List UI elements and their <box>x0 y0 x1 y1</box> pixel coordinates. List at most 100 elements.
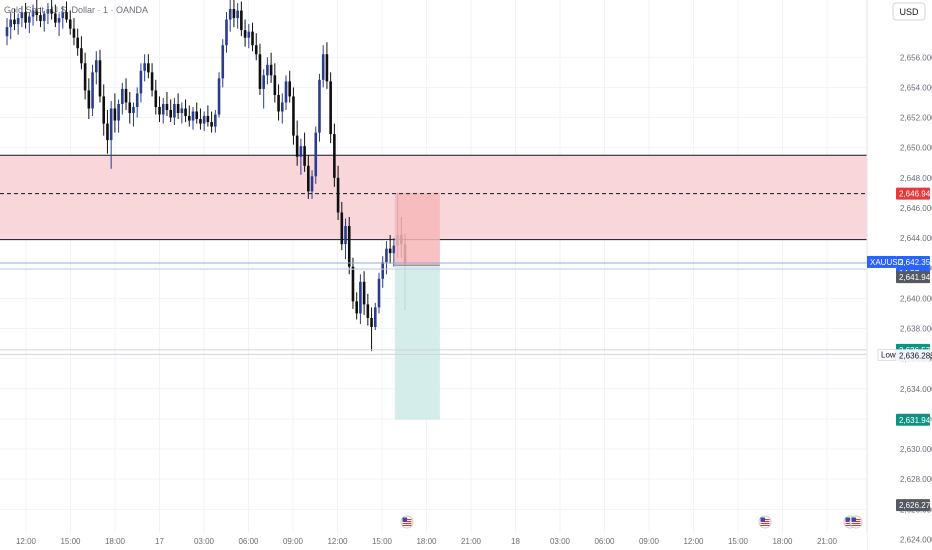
candle-body <box>388 248 392 254</box>
us-flag-icon-canton <box>851 517 856 522</box>
us-flag-icon-stripe <box>851 525 861 526</box>
candle-body <box>292 96 295 136</box>
candle-body <box>46 9 50 14</box>
time-tick-label: 06:00 <box>594 537 615 546</box>
time-tick-label: 12:00 <box>327 537 348 546</box>
candle-body <box>299 146 303 157</box>
candle-body <box>258 54 262 89</box>
candle-body <box>173 103 176 118</box>
bottom-label[interactable]: 2,626.276 <box>896 499 932 512</box>
currency-button[interactable]: USD <box>892 2 926 21</box>
candle-body <box>61 12 65 19</box>
time-tick-label: 12:00 <box>16 537 37 546</box>
dashed-level-label[interactable]: 2,646.949 <box>896 187 932 200</box>
bid-label[interactable]: 2,641.942 <box>896 271 932 284</box>
candle-body <box>217 78 221 115</box>
candle-body <box>232 9 236 19</box>
candle-body <box>5 27 9 37</box>
position-target-zone[interactable] <box>394 265 440 420</box>
dashed-level-label-bg <box>896 187 930 200</box>
candle-body <box>310 176 314 192</box>
price-tick-label: 2,624.000 <box>900 535 932 544</box>
candle-body <box>102 96 106 124</box>
candle-body <box>184 108 187 117</box>
time-tick-label: 15:00 <box>60 537 81 546</box>
candle-body <box>94 60 98 73</box>
symbol-tag[interactable]: XAUUSD <box>867 255 904 268</box>
position-stop-zone[interactable] <box>394 192 440 266</box>
symbol-tag-bg <box>867 255 896 268</box>
candle-body <box>42 13 46 22</box>
low-label[interactable]: 2,636.285 <box>896 349 932 362</box>
candle-body <box>325 54 329 82</box>
currency-label: USD <box>899 7 919 17</box>
candle-body <box>158 106 161 115</box>
candle-body <box>266 64 269 76</box>
low-label-bg <box>896 349 930 362</box>
candle-body <box>135 93 139 107</box>
candle-body <box>20 12 24 19</box>
candle-body <box>333 134 336 178</box>
candle-body <box>385 248 388 263</box>
candle-body <box>39 15 42 22</box>
time-axis-background[interactable] <box>0 533 867 550</box>
candle-body <box>362 281 366 305</box>
candle-body <box>80 48 83 64</box>
candle-body <box>191 111 195 121</box>
candle-body <box>132 106 135 114</box>
price-tick-label: 2,640.000 <box>900 294 932 303</box>
candle-body <box>202 116 206 124</box>
candle-body <box>370 317 373 327</box>
time-tick-label: 18:00 <box>416 537 437 546</box>
dashed-level-label-text: 2,646.949 <box>899 190 932 199</box>
candle-body <box>284 81 288 103</box>
candle-body <box>68 19 72 29</box>
current-price-label-text: 2,642.350 <box>899 258 932 267</box>
candle-body <box>262 75 265 89</box>
candle-body <box>16 18 20 25</box>
candle-body <box>65 12 68 20</box>
time-tick-label: 03:00 <box>550 537 571 546</box>
us-flag-icon[interactable] <box>758 515 772 529</box>
target-label[interactable]: 2,631.940 <box>896 413 932 426</box>
us-flag-icon-stripe <box>851 523 861 524</box>
low-tag[interactable]: Low <box>877 348 897 361</box>
time-tick-label: 09:00 <box>639 537 660 546</box>
candle-body <box>340 212 344 245</box>
candle-body <box>254 45 258 55</box>
candle-body <box>199 119 202 124</box>
candle-body <box>251 31 254 46</box>
bottom-label-text: 2,626.276 <box>899 501 932 510</box>
economic-event-icons[interactable] <box>400 515 863 529</box>
us-flag-icon[interactable] <box>849 515 863 529</box>
candle-body <box>351 266 355 302</box>
time-tick-label: 15:00 <box>728 537 749 546</box>
candle-body <box>240 10 243 31</box>
candle-body <box>355 301 358 314</box>
us-flag-icon-stripe <box>402 525 412 526</box>
current-price-label[interactable]: 2,642.350 <box>896 255 932 268</box>
candle-body <box>307 165 310 192</box>
candle-body <box>381 262 385 279</box>
candle-body <box>154 90 158 107</box>
candle-body <box>359 281 362 314</box>
price-tick-label: 2,650.000 <box>900 144 932 153</box>
target-label-bg <box>896 413 930 426</box>
time-axis-ticks: 12:00 15:00 18:00 17 03:00 06:00 09:00 12:00 15:… <box>16 537 838 546</box>
candle-body <box>9 19 13 28</box>
price-tick-label: 2,654.000 <box>900 83 932 92</box>
bottom-label-bg <box>896 499 930 512</box>
us-flag-icon[interactable] <box>400 515 414 529</box>
us-flag-icon-stripe <box>402 523 412 524</box>
candle-body <box>214 114 217 127</box>
candle-body <box>35 10 39 16</box>
candle-body <box>236 10 239 19</box>
price-axis-labels: 2,646.9492,642.350XAUUSD14:572,641.9422,… <box>867 187 932 512</box>
candle-body <box>288 81 292 97</box>
candle-body <box>366 304 370 318</box>
candle-body <box>106 123 109 141</box>
time-tick-label: 12:00 <box>683 537 704 546</box>
candle-body <box>121 88 124 104</box>
price-tick-label: 2,644.000 <box>900 234 932 243</box>
